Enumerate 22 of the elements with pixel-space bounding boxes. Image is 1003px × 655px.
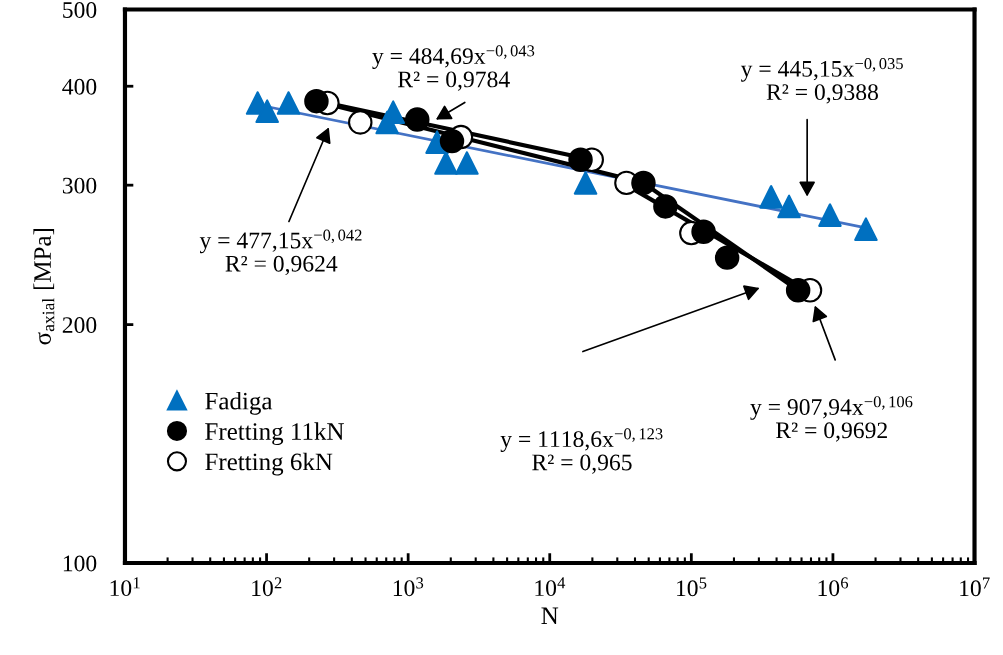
x-tick-label: 10$^{7}$ <box>960 577 990 597</box>
legend-label: Fretting 6kN <box>205 452 333 476</box>
x-tick-label: 10$^{1}$ <box>110 577 140 597</box>
annotation: y = 484,69x$^{−0,043}$ R² = 0,9784 <box>372 45 535 91</box>
legend-label: Fadiga <box>205 391 273 415</box>
annotation: y = 445,15x$^{−0,035}$ R² = 0,9388 <box>740 58 903 104</box>
y-axis-title: σ$_{axial}$ [MPa] <box>33 228 55 345</box>
annotation: y = 907,94x$^{−0,106}$ R² = 0,9692 <box>750 396 913 442</box>
y-tick-label: 100 <box>63 555 97 572</box>
y-tick-label: 500 <box>63 1 97 18</box>
x-tick-label: 10$^{5}$ <box>677 577 707 597</box>
x-axis-title: N <box>541 607 559 624</box>
legend-label: Fretting 11kN <box>205 422 344 446</box>
x-tick-label: 10$^{4}$ <box>535 577 566 597</box>
annotation: y = 1118,6x$^{−0,123}$ R² = 0,965 <box>500 428 663 474</box>
y-tick-label: 400 <box>62 78 97 95</box>
x-tick-label: 10$^{3}$ <box>393 577 424 597</box>
y-tick-label: 300 <box>62 177 97 194</box>
x-tick-label: 10$^{2}$ <box>252 577 282 597</box>
annotation: y = 477,15x$^{−0,042}$ R² = 0,9624 <box>199 229 362 276</box>
y-tick-label: 200 <box>62 317 97 334</box>
x-tick-label: 10$^{6}$ <box>818 577 849 597</box>
